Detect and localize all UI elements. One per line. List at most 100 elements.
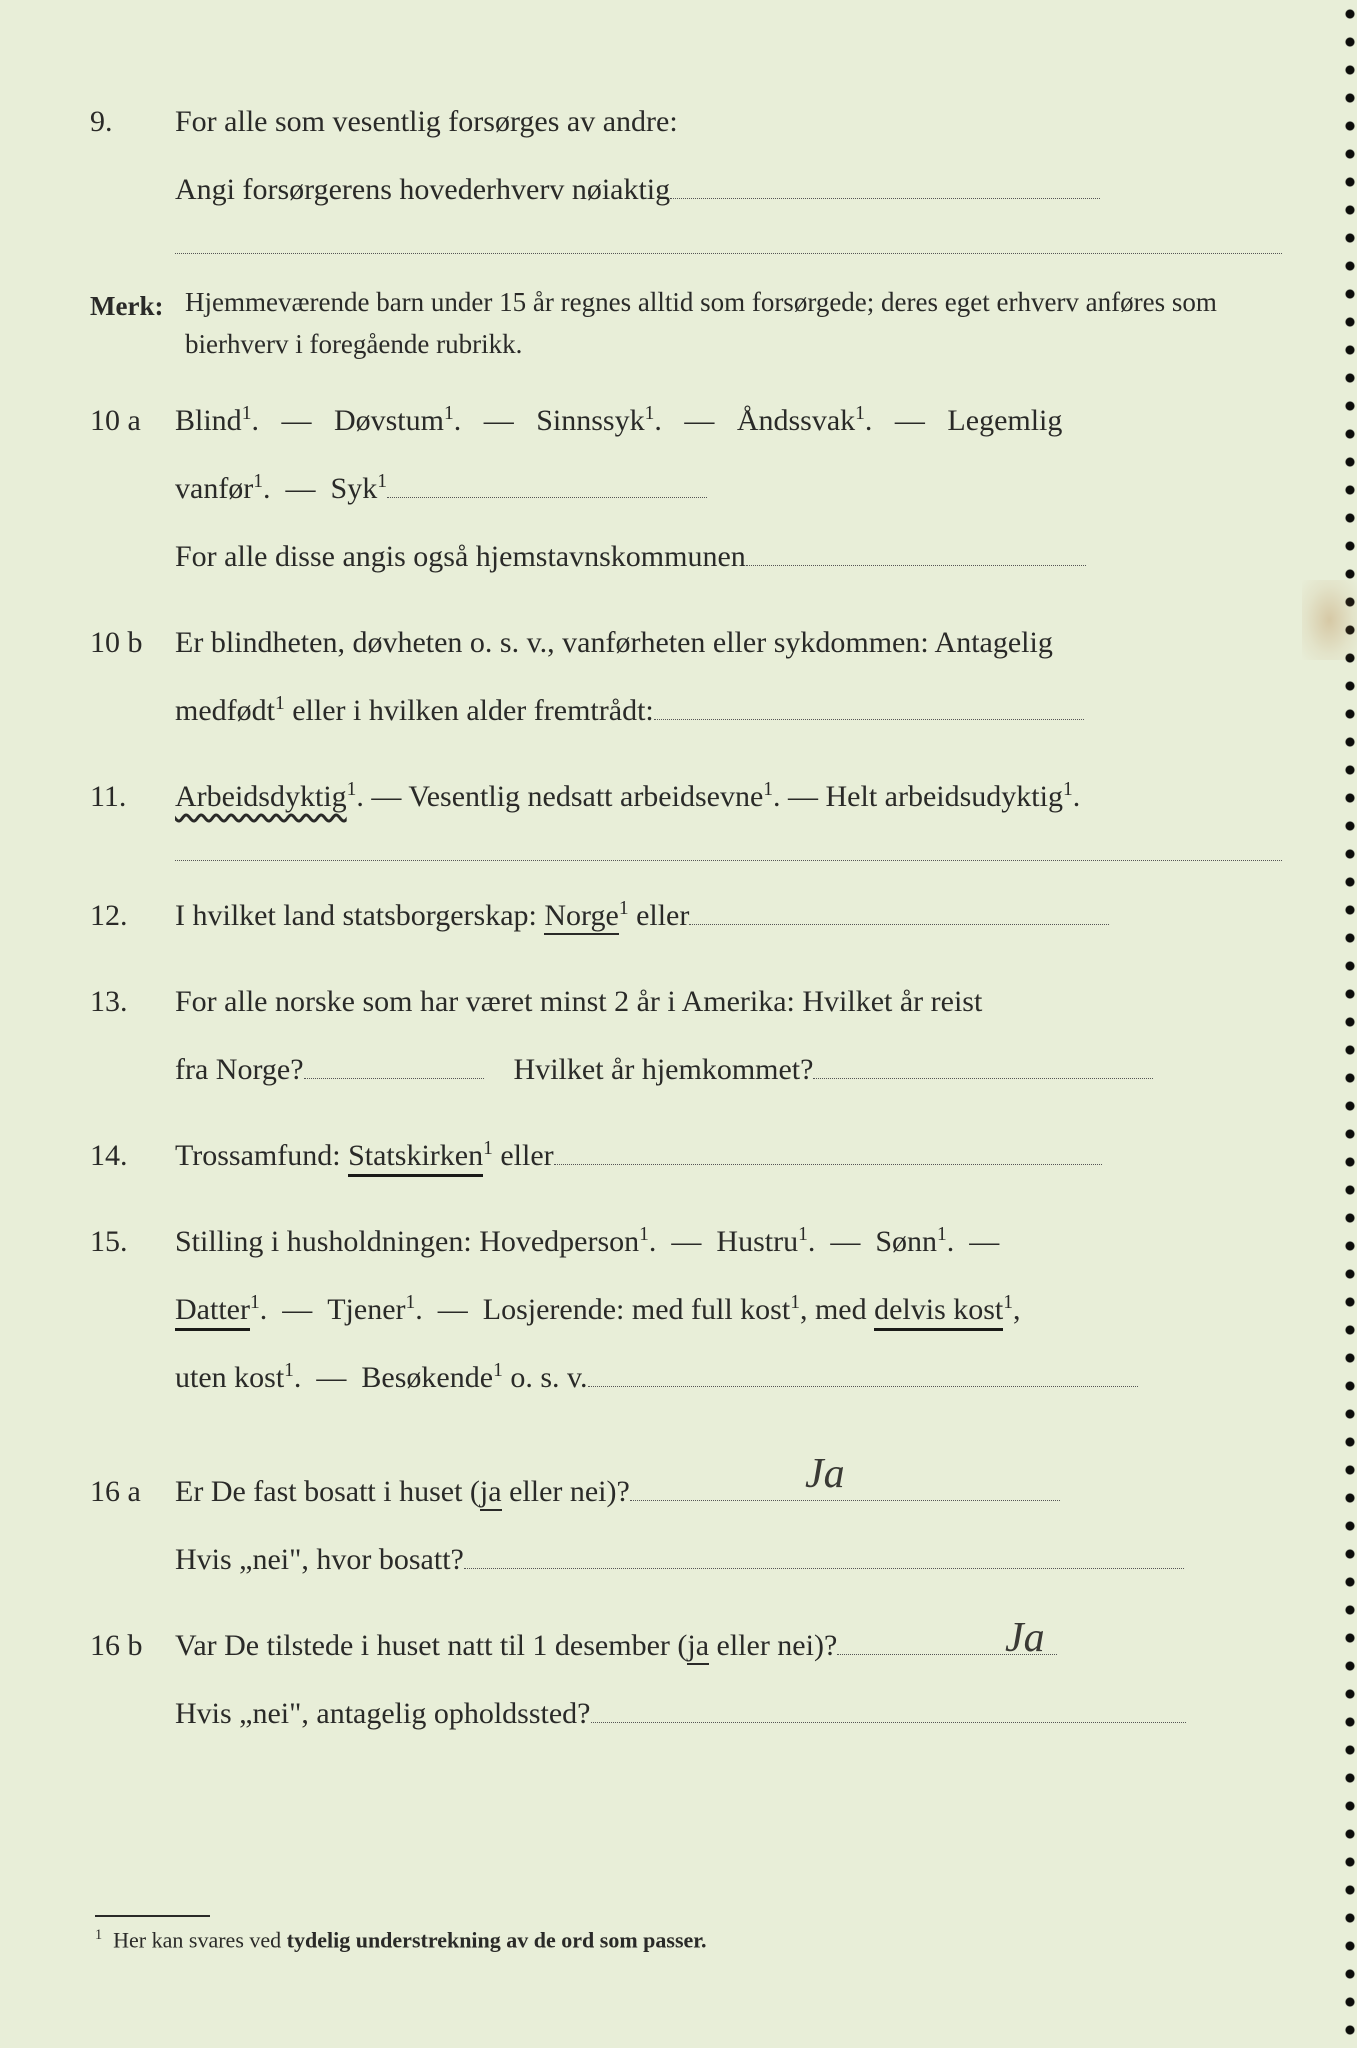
qnum-11: 11. xyxy=(90,770,175,871)
dotted-fullline xyxy=(175,253,1282,254)
q12-text-b: eller xyxy=(629,899,690,932)
merk-label: Merk: xyxy=(90,282,185,366)
dotted-fullline xyxy=(175,860,1282,861)
q16a-line1: Er De fast bosatt i huset (ja eller nei)… xyxy=(175,1465,1282,1519)
q16a-line2: Hvis „nei", hvor bosatt? xyxy=(175,1533,1282,1587)
paper-stain xyxy=(1302,580,1357,660)
q15-osv: o. s. v. xyxy=(503,1361,588,1394)
q10a-line2: vanfør1. — Syk1 xyxy=(175,462,1282,516)
q16b-content: Var De tilstede i huset natt til 1 desem… xyxy=(175,1619,1282,1755)
q14-line: Trossamfund: Statskirken1 eller xyxy=(175,1129,1282,1183)
q9-line2: Angi forsørgerens hovederhverv nøiaktig xyxy=(175,163,1282,217)
hw-answer-16b: Ja xyxy=(1005,1601,1045,1677)
opt-dovstum: Døvstum xyxy=(334,404,444,437)
q12-line: I hvilket land statsborgerskap: Norge1 e… xyxy=(175,889,1282,943)
opt-sonn: Sønn xyxy=(875,1225,937,1258)
opt-ja-16b: ja xyxy=(687,1629,709,1665)
q15-uten-kost: uten kost xyxy=(175,1361,284,1394)
footnote-rule xyxy=(95,1915,210,1917)
q13-content: For alle norske som har været minst 2 år… xyxy=(175,975,1282,1111)
dotted-fill xyxy=(654,719,1084,720)
q10a-l3-text: For alle disse angis også hjemstavnskomm… xyxy=(175,540,746,573)
q15-lead: Stilling i husholdningen: xyxy=(175,1225,479,1258)
q15-line2: Datter1. — Tjener1. — Losjerende: med fu… xyxy=(175,1283,1282,1337)
question-16a: 16 a Er De fast bosatt i huset (ja eller… xyxy=(90,1465,1282,1601)
q10b-l2b: eller i hvilken alder fremtrådt: xyxy=(285,694,654,727)
dotted-fill xyxy=(689,924,1109,925)
opt-andssvak: Åndssvak xyxy=(737,404,855,437)
dotted-fill xyxy=(304,1078,484,1079)
q16a-text-b: eller nei)? xyxy=(502,1475,630,1508)
opt-arbeidsdyktig: Arbeidsdyktig xyxy=(175,780,347,813)
q13-line1: For alle norske som har været minst 2 år… xyxy=(175,975,1282,1029)
qnum-14: 14. xyxy=(90,1129,175,1197)
dotted-fill xyxy=(554,1164,1102,1165)
question-14: 14. Trossamfund: Statskirken1 eller xyxy=(90,1129,1282,1197)
q11-content: Arbeidsdyktig1. — Vesentlig nedsatt arbe… xyxy=(175,770,1282,871)
qnum-9: 9. xyxy=(90,95,175,264)
q12-content: I hvilket land statsborgerskap: Norge1 e… xyxy=(175,889,1282,957)
q16a-text-a: Er De fast bosatt i huset ( xyxy=(175,1475,480,1508)
q16b-line2: Hvis „nei", antagelig opholdssted? xyxy=(175,1687,1282,1741)
qnum-16a: 16 a xyxy=(90,1465,175,1601)
dotted-fill xyxy=(387,497,707,498)
q10b-line1: Er blindheten, døvheten o. s. v., vanfør… xyxy=(175,616,1282,670)
q16b-text-b: eller nei)? xyxy=(709,1629,837,1662)
opt-sinnssyk: Sinnssyk xyxy=(536,404,644,437)
qnum-15: 15. xyxy=(90,1215,175,1419)
opt-nedsatt: Vesentlig nedsatt arbeidsevne xyxy=(408,780,763,813)
footnote: 1 Her kan svares ved tydelig understrekn… xyxy=(95,1915,707,1953)
q16a-l2: Hvis „nei", hvor bosatt? xyxy=(175,1543,464,1576)
q15-content: Stilling i husholdningen: Hovedperson1. … xyxy=(175,1215,1282,1419)
form-page: 9. For alle som vesentlig forsørges av a… xyxy=(90,95,1282,1755)
dotted-fill xyxy=(630,1500,1060,1501)
q10b-medfodt: medfødt xyxy=(175,694,275,727)
q15-losj: Losjerende: med full kost xyxy=(483,1293,790,1326)
q14-text-b: eller xyxy=(493,1139,554,1172)
q10b-content: Er blindheten, døvheten o. s. v., vanfør… xyxy=(175,616,1282,752)
question-10a: 10 a Blind1. — Døvstum1. — Sinnssyk1. — … xyxy=(90,394,1282,598)
q15-line1: Stilling i husholdningen: Hovedperson1. … xyxy=(175,1215,1282,1269)
merk-text: Hjemmeværende barn under 15 år regnes al… xyxy=(185,282,1282,366)
q11-line: Arbeidsdyktig1. — Vesentlig nedsatt arbe… xyxy=(175,770,1282,824)
q9-line1: For alle som vesentlig forsørges av andr… xyxy=(175,95,1282,149)
hw-answer-16a: Ja xyxy=(805,1437,845,1513)
question-13: 13. For alle norske som har været minst … xyxy=(90,975,1282,1111)
perforation-edge xyxy=(1343,0,1357,2048)
opt-delvis-kost: delvis kost xyxy=(874,1293,1003,1331)
q14-text-a: Trossamfund: xyxy=(175,1139,348,1172)
q10a-line1: Blind1. — Døvstum1. — Sinnssyk1. — Åndss… xyxy=(175,394,1282,448)
dotted-fill xyxy=(746,565,1086,566)
q9-l2-text: Angi forsørgerens hovederhverv nøiaktig xyxy=(175,173,670,206)
opt-datter: Datter xyxy=(175,1293,250,1331)
opt-udyktig: Helt arbeidsudyktig xyxy=(826,780,1063,813)
q10a-line3: For alle disse angis også hjemstavnskomm… xyxy=(175,530,1282,584)
dotted-fill xyxy=(813,1078,1153,1079)
opt-norge: Norge xyxy=(544,899,618,935)
opt-ja-16a: ja xyxy=(480,1475,502,1511)
qnum-16b: 16 b xyxy=(90,1619,175,1755)
q16b-text-a: Var De tilstede i huset natt til 1 desem… xyxy=(175,1629,687,1662)
footnote-marker: 1 xyxy=(95,1927,102,1943)
qnum-10b: 10 b xyxy=(90,616,175,752)
opt-statskirken: Statskirken xyxy=(348,1139,483,1177)
q14-content: Trossamfund: Statskirken1 eller xyxy=(175,1129,1282,1197)
question-9: 9. For alle som vesentlig forsørges av a… xyxy=(90,95,1282,264)
opt-hustru: Hustru xyxy=(716,1225,798,1258)
question-10b: 10 b Er blindheten, døvheten o. s. v., v… xyxy=(90,616,1282,752)
q16b-l2: Hvis „nei", antagelig opholdssted? xyxy=(175,1697,591,1730)
dotted-fill xyxy=(464,1568,1184,1569)
question-15: 15. Stilling i husholdningen: Hovedperso… xyxy=(90,1215,1282,1419)
opt-tjener: Tjener xyxy=(327,1293,405,1326)
dotted-fill xyxy=(591,1722,1186,1723)
q9-content: For alle som vesentlig forsørges av andr… xyxy=(175,95,1282,264)
opt-blind: Blind xyxy=(175,404,242,437)
q13-l2b: Hvilket år hjemkommet? xyxy=(514,1053,814,1086)
opt-besokende: Besøkende xyxy=(361,1361,493,1394)
footnote-text: Her kan svares ved tydelig understreknin… xyxy=(113,1927,706,1952)
dotted-fill xyxy=(588,1386,1138,1387)
q15-losj2a: , med xyxy=(800,1293,874,1326)
spacer xyxy=(90,1437,1282,1465)
q15-line3: uten kost1. — Besøkende1 o. s. v. xyxy=(175,1351,1282,1405)
qnum-13: 13. xyxy=(90,975,175,1111)
